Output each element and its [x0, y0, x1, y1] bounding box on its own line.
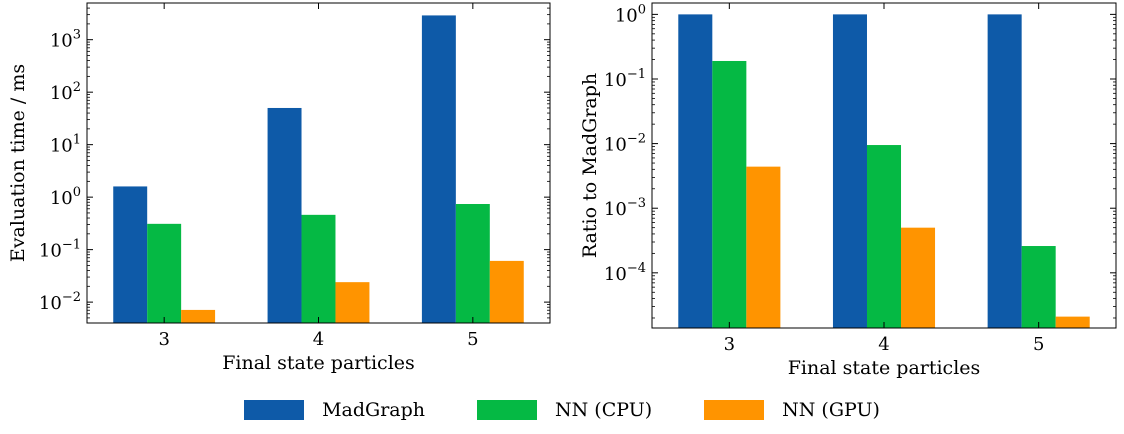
bar-nn-gpu-3 — [746, 166, 781, 328]
x-tick-label-3: 3 — [158, 329, 169, 350]
y-axis-label: Evaluation time / ms — [7, 64, 29, 262]
chart-1: 10−2 10−1 100 101 102 103 3 4 5 Final state parti… — [7, 2, 551, 374]
bar-nn-gpu-4 — [901, 227, 936, 328]
bar-madgraph-3 — [678, 14, 713, 328]
bar-madgraph-3 — [113, 186, 148, 323]
y-tick-label: 103 — [50, 28, 81, 52]
y-tick-label: 10−2 — [39, 290, 81, 314]
legend-swatch-madgraph — [244, 400, 305, 420]
y-tick-label: 10−2 — [604, 132, 646, 156]
y-tick-label: 100 — [50, 185, 81, 209]
bar-madgraph-4 — [832, 14, 867, 328]
y-tick-label: 10−1 — [39, 238, 81, 262]
bar-nn-gpu-5 — [1055, 316, 1090, 328]
y-tick-label: 102 — [50, 80, 81, 104]
x-tick-label-5: 5 — [1033, 334, 1044, 355]
x-tick-label-3: 3 — [724, 334, 735, 355]
chart-2: 10−4 10−3 10−2 10−1 100 3 4 5 Final state partic… — [579, 2, 1117, 379]
bar-nn-cpu-5 — [455, 204, 490, 323]
bar-madgraph-5 — [987, 14, 1022, 328]
bar-madgraph-5 — [421, 15, 456, 323]
legend-label-nn-cpu: NN (CPU) — [555, 399, 653, 421]
bar-madgraph-4 — [267, 107, 302, 323]
legend-swatch-nn-cpu — [477, 400, 538, 420]
bar-nn-cpu-3 — [147, 223, 182, 323]
bar-nn-gpu-3 — [181, 309, 216, 323]
legend-item-madgraph: MadGraph — [244, 399, 425, 421]
x-axis-label: Final state particles — [788, 357, 981, 379]
x-tick-label-4: 4 — [313, 329, 324, 350]
x-axis-label: Final state particles — [222, 352, 415, 374]
bar-nn-cpu-4 — [866, 145, 902, 328]
legend-label-nn-gpu: NN (GPU) — [782, 399, 880, 421]
y-tick-label: 100 — [615, 2, 646, 26]
x-tick-label-4: 4 — [878, 334, 889, 355]
charts-canvas: 10−2 10−1 100 101 102 103 3 4 5 Final state parti… — [7, 2, 1117, 379]
legend-item-nn-gpu: NN (GPU) — [704, 399, 880, 421]
bar-nn-gpu-5 — [489, 260, 524, 323]
x-tick-label-5: 5 — [467, 329, 478, 350]
bar-nn-cpu-4 — [301, 214, 336, 323]
bar-nn-gpu-4 — [335, 282, 370, 323]
legend-item-nn-cpu: NN (CPU) — [477, 399, 652, 421]
y-axis-label: Ratio to MadGraph — [579, 73, 601, 258]
bar-nn-cpu-3 — [712, 60, 747, 328]
bar-nn-cpu-5 — [1021, 246, 1056, 328]
y-tick-label: 101 — [50, 133, 81, 157]
y-tick-label: 10−4 — [604, 261, 646, 285]
legend: MadGraph NN (CPU) NN (GPU) — [0, 392, 1124, 428]
legend-label-madgraph: MadGraph — [322, 399, 426, 421]
legend-swatch-nn-gpu — [704, 400, 765, 420]
y-tick-label: 10−1 — [604, 67, 646, 91]
y-tick-label: 10−3 — [604, 196, 646, 220]
